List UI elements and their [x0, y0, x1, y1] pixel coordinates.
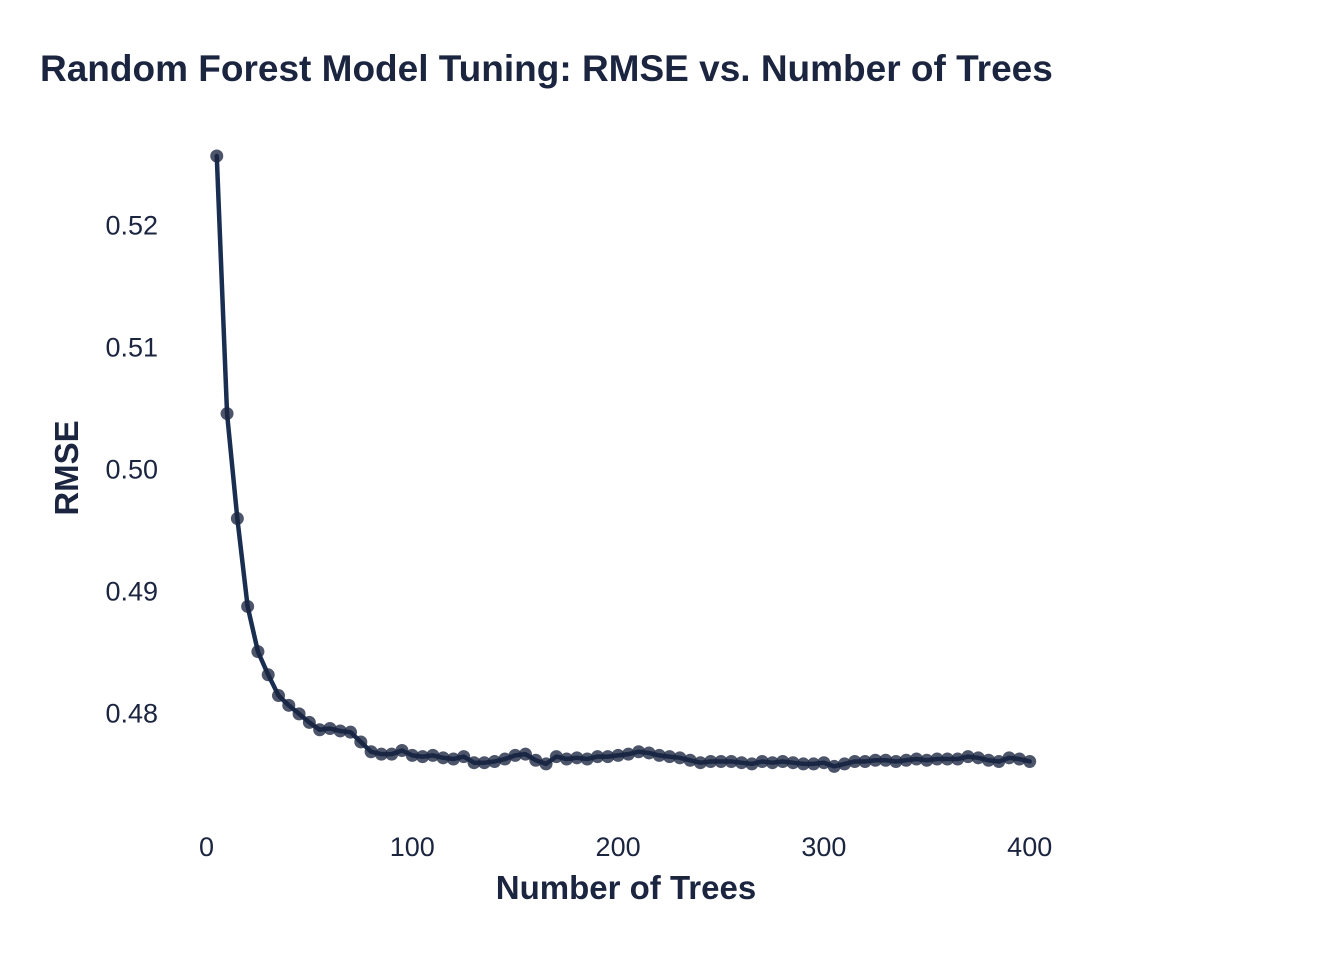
data-point: [323, 722, 337, 736]
data-point: [292, 707, 306, 721]
data-point: [807, 757, 821, 771]
data-point: [457, 750, 471, 764]
data-point: [724, 754, 738, 768]
data-point: [971, 751, 985, 765]
data-point: [704, 754, 718, 768]
data-point: [930, 752, 944, 766]
data-point: [333, 724, 347, 738]
data-point: [539, 757, 553, 771]
x-tick-label: 400: [1007, 832, 1052, 862]
x-tick-label: 200: [596, 832, 641, 862]
data-point: [436, 751, 450, 765]
data-point: [241, 599, 255, 613]
data-point: [961, 750, 975, 764]
data-point: [1012, 752, 1026, 766]
data-point: [910, 752, 924, 766]
data-point: [786, 756, 800, 770]
data-point: [364, 745, 378, 759]
data-point: [560, 752, 574, 766]
data-point: [1023, 754, 1037, 768]
data-point: [272, 689, 285, 703]
data-point: [374, 747, 388, 761]
data-point: [467, 756, 481, 770]
data-point: [426, 748, 440, 762]
data-point: [230, 512, 244, 526]
data-point: [446, 752, 460, 766]
data-point: [889, 754, 903, 768]
data-point: [858, 754, 872, 768]
data-point: [755, 754, 769, 768]
data-point: [580, 752, 594, 766]
data-point: [405, 748, 419, 762]
rmse-line: [214, 153, 1032, 769]
data-point: [652, 748, 666, 762]
x-tick-label: 300: [801, 832, 846, 862]
y-tick-label: 0.48: [105, 699, 158, 729]
data-point: [261, 668, 275, 682]
data-point: [601, 750, 615, 764]
y-tick-label: 0.49: [105, 577, 158, 607]
data-point: [570, 751, 584, 765]
data-point: [508, 748, 522, 762]
data-point: [477, 756, 491, 770]
y-axis-title: RMSE: [48, 420, 85, 515]
x-tick-label: 0: [199, 832, 214, 862]
data-point: [992, 754, 1006, 768]
data-point: [344, 725, 358, 739]
data-points: [210, 149, 1037, 773]
data-point: [549, 750, 563, 764]
data-point: [498, 752, 512, 766]
data-point: [745, 757, 759, 771]
data-point: [282, 698, 296, 712]
y-tick-label: 0.51: [105, 332, 158, 362]
data-point: [673, 751, 687, 765]
data-point: [529, 753, 543, 767]
data-point: [385, 747, 399, 761]
data-point: [354, 735, 368, 749]
data-point: [848, 754, 862, 768]
data-point: [611, 748, 625, 762]
data-point: [632, 745, 646, 759]
data-point: [868, 753, 882, 767]
data-point: [683, 753, 697, 767]
data-point: [591, 750, 605, 764]
data-point: [714, 754, 728, 768]
data-point: [621, 747, 635, 761]
data-point: [210, 149, 224, 163]
data-point: [920, 753, 934, 767]
data-point: [518, 747, 532, 761]
data-point: [302, 715, 316, 729]
data-point: [899, 753, 913, 767]
data-point: [879, 753, 893, 767]
data-point: [765, 756, 779, 770]
data-point: [642, 746, 656, 760]
x-axis-title: Number of Trees: [496, 869, 756, 906]
data-point: [416, 750, 430, 764]
data-point: [817, 756, 831, 770]
x-axis-ticks: 0 100 200 300 400: [199, 832, 1052, 862]
chart-title: Random Forest Model Tuning: RMSE vs. Num…: [40, 48, 1053, 89]
data-point: [395, 743, 409, 757]
data-point: [251, 645, 265, 659]
y-tick-label: 0.50: [105, 455, 158, 485]
data-point: [827, 759, 841, 773]
data-point: [837, 757, 851, 771]
data-point: [1002, 751, 1016, 765]
data-point: [940, 752, 954, 766]
data-point: [663, 750, 677, 764]
y-tick-label: 0.52: [105, 210, 158, 240]
x-tick-label: 100: [390, 832, 435, 862]
y-axis-ticks: 0.48 0.49 0.50 0.51 0.52: [105, 210, 158, 728]
data-point: [735, 756, 749, 770]
data-point: [313, 723, 327, 737]
data-point: [982, 753, 996, 767]
data-point: [776, 754, 790, 768]
data-point: [220, 407, 234, 421]
data-point: [693, 756, 707, 770]
data-point: [951, 752, 965, 766]
data-point: [796, 757, 810, 771]
data-point: [488, 754, 502, 768]
